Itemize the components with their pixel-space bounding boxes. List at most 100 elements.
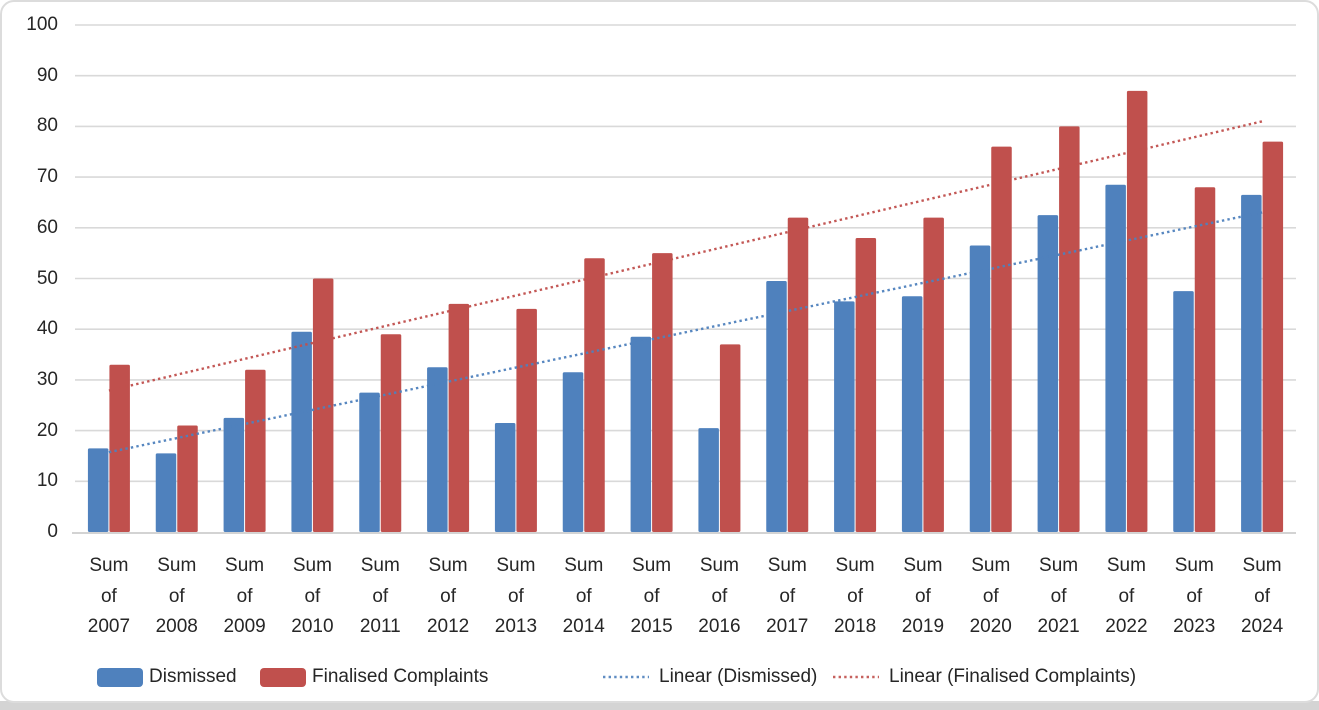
trendline-finalised-complaints[interactable] — [108, 120, 1263, 392]
x-axis-label: Sum of 2010 — [277, 551, 347, 643]
bar-finalised-complaints-2018[interactable] — [855, 237, 877, 532]
x-axis-label-line: Sum — [1039, 555, 1079, 576]
legend-item-linear-finalised-complaints[interactable]: Linear (Finalised Complaints) — [832, 664, 1136, 690]
bar-finalised-complaints-2023[interactable] — [1194, 187, 1216, 533]
x-axis-label-line: of — [1186, 585, 1203, 607]
x-axis-label-line: 2016 — [698, 616, 741, 637]
x-axis-label-line: Sum — [835, 555, 875, 576]
x-axis-label-line: Sum — [225, 555, 265, 576]
x-axis-label-line: Sum — [157, 555, 197, 576]
x-axis-label-line: 2010 — [291, 616, 334, 637]
bar-dismissed-2018[interactable] — [834, 301, 855, 532]
bar-dismissed-2015[interactable] — [630, 336, 652, 532]
x-axis-label-line: of — [100, 585, 117, 607]
legend-item-linear-dismissed[interactable]: Linear (Dismissed) — [602, 664, 817, 690]
x-axis-label-line: of — [847, 585, 863, 607]
legend-item-finalised-complaints[interactable]: Finalised Complaints — [260, 664, 488, 690]
bar-finalised-complaints-2017[interactable] — [787, 217, 809, 532]
x-axis-label-line: of — [779, 585, 796, 607]
legend-dotted-line-linear-finalised-complaints — [833, 675, 879, 679]
x-axis-label: Sum of 2015 — [617, 551, 687, 643]
x-axis-label-line: of — [1118, 585, 1135, 607]
bar-finalised-complaints-2019[interactable] — [923, 217, 944, 532]
bar-dismissed-2017[interactable] — [766, 281, 787, 532]
x-axis-label-line: Sum — [699, 555, 739, 576]
x-axis-label-line: Sum — [767, 555, 807, 576]
bar-dismissed-2024[interactable] — [1241, 194, 1262, 532]
bar-dismissed-2008[interactable] — [155, 453, 177, 532]
bar-finalised-complaints-2021[interactable] — [1059, 126, 1080, 533]
y-axis-label: 100 — [26, 14, 58, 35]
x-axis-label: Sum of 2020 — [956, 551, 1026, 643]
x-axis-label-line: 2017 — [766, 616, 809, 637]
x-axis-label-line: Sum — [292, 555, 332, 576]
x-axis-label: Sum of 2016 — [684, 551, 754, 643]
bar-dismissed-2023[interactable] — [1173, 291, 1194, 532]
x-axis-label: Sum of 2007 — [74, 551, 144, 643]
bar-finalised-complaints-2012[interactable] — [448, 303, 470, 532]
legend-item-dismissed[interactable]: Dismissed — [97, 664, 237, 690]
bar-finalised-complaints-2015[interactable] — [652, 253, 673, 532]
bar-dismissed-2012[interactable] — [427, 367, 448, 532]
bar-dismissed-2021[interactable] — [1037, 215, 1059, 532]
y-axis-label: 80 — [36, 115, 58, 137]
bar-dismissed-2009[interactable] — [223, 417, 245, 532]
x-axis-label: Sum of 2008 — [142, 551, 212, 643]
x-axis-label: Sum of 2011 — [345, 551, 415, 643]
bar-dismissed-2016[interactable] — [698, 428, 719, 532]
legend-dotted-line-linear-dismissed — [603, 675, 649, 679]
x-axis-label-line: 2024 — [1240, 616, 1284, 637]
legend-label: Dismissed — [149, 666, 237, 687]
x-axis-label-line: 2020 — [969, 616, 1012, 637]
x-axis-label-line: of — [304, 585, 321, 607]
legend-swatch-dismissed — [97, 667, 143, 687]
bar-dismissed-2011[interactable] — [359, 392, 380, 532]
x-axis-label: Sum of 2017 — [752, 551, 822, 643]
bar-finalised-complaints-2022[interactable] — [1126, 90, 1148, 532]
x-axis-label-line: 2012 — [426, 616, 470, 637]
x-axis-label-line: 2023 — [1173, 616, 1216, 637]
y-axis-label: 0 — [47, 521, 58, 542]
x-axis-label: Sum of 2021 — [1024, 551, 1094, 643]
x-axis-label-line: of — [575, 585, 592, 607]
x-axis-label-line: 2013 — [494, 616, 538, 637]
bar-dismissed-2014[interactable] — [562, 372, 584, 532]
bar-dismissed-2019[interactable] — [901, 296, 923, 532]
x-axis-label-line: of — [1050, 585, 1067, 607]
trendline-dismissed[interactable] — [108, 211, 1263, 454]
x-axis-label-line: Sum — [632, 555, 672, 576]
y-axis-label: 60 — [36, 216, 58, 238]
y-axis-label: 20 — [36, 419, 58, 441]
bar-finalised-complaints-2024[interactable] — [1262, 141, 1284, 533]
x-axis-label: Sum of 2018 — [820, 551, 890, 643]
bar-finalised-complaints-2011[interactable] — [380, 334, 402, 532]
bar-finalised-complaints-2020[interactable] — [991, 146, 1012, 532]
bar-finalised-complaints-2008[interactable] — [177, 425, 198, 532]
x-axis-label-line: Sum — [564, 555, 604, 576]
x-axis-label-line: of — [643, 585, 660, 607]
bar-finalised-complaints-2013[interactable] — [516, 308, 537, 532]
x-axis-label-line: of — [168, 585, 185, 607]
x-axis-label: Sum of 2023 — [1159, 551, 1229, 643]
bar-finalised-complaints-2014[interactable] — [584, 258, 605, 532]
bar-finalised-complaints-2016[interactable] — [719, 344, 741, 532]
bar-dismissed-2013[interactable] — [494, 422, 516, 532]
bar-dismissed-2010[interactable] — [291, 331, 312, 532]
bar-dismissed-2007[interactable] — [87, 448, 109, 532]
x-axis-label-line: 2015 — [630, 616, 673, 637]
x-axis-label-line: Sum — [971, 555, 1011, 576]
x-axis-label-line: of — [711, 585, 728, 607]
x-axis-label-line: 2022 — [1105, 616, 1148, 637]
x-axis-label-line: 2021 — [1037, 616, 1080, 637]
y-axis-label: 40 — [36, 318, 58, 340]
x-axis-label-line: of — [1254, 585, 1270, 607]
x-axis-label-line: 2009 — [223, 616, 266, 637]
x-axis-label: Sum of 2014 — [549, 551, 619, 643]
x-axis-label-line: of — [914, 585, 931, 607]
bar-dismissed-2020[interactable] — [969, 245, 991, 533]
bar-dismissed-2022[interactable] — [1105, 184, 1126, 532]
bar-finalised-complaints-2007[interactable] — [109, 364, 130, 532]
bar-finalised-complaints-2009[interactable] — [245, 369, 266, 532]
